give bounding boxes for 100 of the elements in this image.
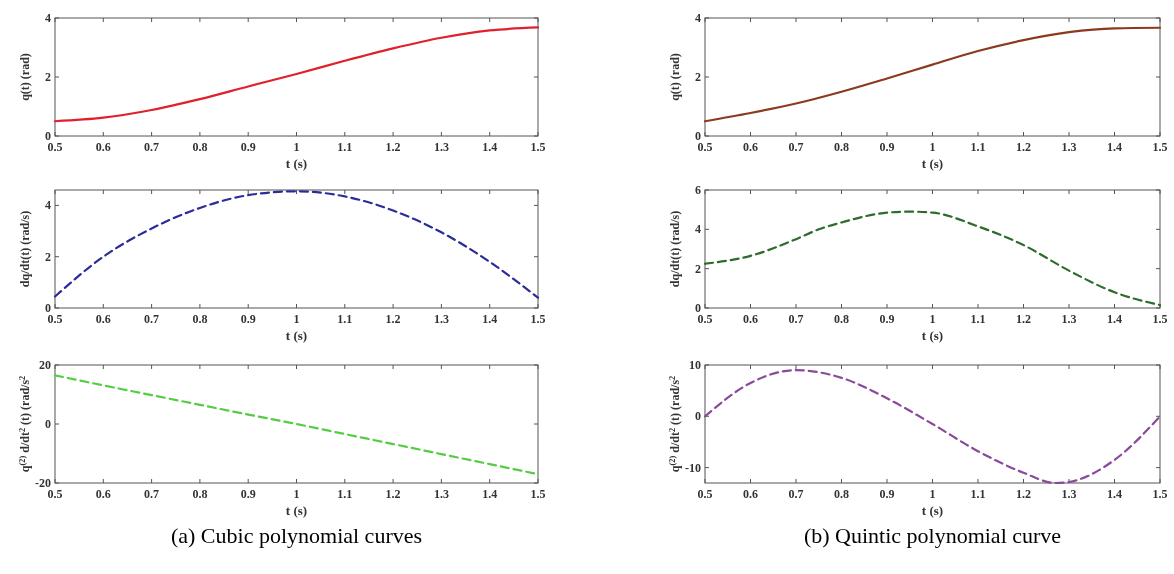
y-tick-label: 2 xyxy=(695,261,701,276)
x-tick-label: 1.3 xyxy=(433,312,449,326)
x-tick-label: 1.3 xyxy=(1061,487,1077,501)
y-axis-title: dq/dt(t) (rad/s) xyxy=(18,210,32,288)
x-tick-label: 1.4 xyxy=(482,140,498,154)
x-axis-title: t (s) xyxy=(285,156,308,171)
x-tick-label: 1 xyxy=(293,140,300,154)
y-tick-label: 2 xyxy=(45,70,51,84)
x-tick-label: 0.6 xyxy=(95,140,111,154)
x-tick-label: 1.2 xyxy=(1016,312,1031,326)
x-axis-title: t (s) xyxy=(921,503,944,518)
x-tick-label: 1.1 xyxy=(337,487,353,501)
x-tick-label: 0.6 xyxy=(95,312,111,326)
line-series xyxy=(703,26,1162,123)
x-tick-label: 0.6 xyxy=(95,487,111,501)
y-tick-label: 0 xyxy=(695,409,701,424)
x-tick-label: 0.8 xyxy=(192,487,208,501)
x-tick-label: 0.7 xyxy=(144,312,160,326)
x-tick-label: 0.9 xyxy=(240,140,256,154)
x-tick-label: 1.2 xyxy=(1016,487,1031,501)
x-tick-label: 0.9 xyxy=(240,487,256,501)
x-tick-label: 0.9 xyxy=(879,487,895,501)
y-tick-label: 4 xyxy=(695,222,701,237)
x-tick-label: 1.1 xyxy=(970,312,986,326)
y-axis-title: dq/dt(t) (rad/s) xyxy=(668,210,682,288)
y-axis-title: q(t) (rad) xyxy=(668,53,682,101)
x-tick-label: 0.8 xyxy=(192,140,208,154)
x-tick-label: 1.3 xyxy=(433,487,449,501)
line-series xyxy=(53,26,540,123)
x-tick-label: 1.5 xyxy=(530,487,546,501)
x-tick-label: 0.5 xyxy=(697,312,713,326)
x-axis-title: t (s) xyxy=(285,503,308,518)
x-tick-label: 1.4 xyxy=(1107,312,1122,326)
x-tick-label: 1.5 xyxy=(1152,140,1168,154)
x-tick-label: 0.8 xyxy=(192,312,208,326)
x-tick-label: 1.1 xyxy=(970,487,986,501)
x-tick-label: 1.3 xyxy=(433,140,449,154)
x-tick-label: 0.5 xyxy=(47,487,63,501)
x-tick-label: 1.1 xyxy=(970,140,986,154)
x-tick-label: 0.8 xyxy=(834,487,849,501)
x-tick-label: 1.4 xyxy=(482,487,498,501)
x-axis-title: t (s) xyxy=(285,328,308,343)
x-axis-title: t (s) xyxy=(921,156,944,171)
x-tick-label: 1.5 xyxy=(530,140,546,154)
x-tick-label: 0.6 xyxy=(743,487,758,501)
x-tick-label: 1 xyxy=(929,140,936,154)
text: (a) Cubic polynomial curves xyxy=(170,523,423,548)
y-tick-label: 2 xyxy=(45,249,51,264)
y-tick-label: 4 xyxy=(45,198,51,213)
x-tick-label: 1.2 xyxy=(1016,140,1031,154)
x-tick-label: 0.7 xyxy=(788,140,804,154)
x-tick-label: 1.2 xyxy=(385,140,401,154)
x-tick-label: 0.7 xyxy=(144,487,160,501)
x-tick-label: 0.7 xyxy=(788,312,804,326)
y-tick-label: -10 xyxy=(685,460,701,475)
x-tick-label: 1 xyxy=(929,312,936,326)
y-tick-label: 0 xyxy=(45,301,51,315)
y-tick-label: 0 xyxy=(695,301,701,315)
line-series xyxy=(703,369,1162,485)
y-tick-label: 4 xyxy=(695,11,701,25)
line-series xyxy=(703,210,1162,307)
x-tick-label: 1.5 xyxy=(1152,312,1168,326)
x-tick-label: 0.9 xyxy=(240,312,256,326)
text: (b) Quintic polynomial curve xyxy=(803,523,1062,548)
x-tick-label: 1.1 xyxy=(337,140,353,154)
x-tick-label: 0.8 xyxy=(834,312,849,326)
x-tick-label: 0.9 xyxy=(879,312,895,326)
x-tick-label: 1.3 xyxy=(1061,140,1077,154)
x-tick-label: 0.5 xyxy=(697,487,713,501)
x-tick-label: 0.6 xyxy=(743,140,758,154)
x-tick-label: 0.5 xyxy=(697,140,713,154)
x-tick-label: 1.5 xyxy=(1152,487,1168,501)
y-tick-label: 0 xyxy=(45,417,51,431)
y-tick-label: -20 xyxy=(35,476,51,490)
line-series xyxy=(53,190,540,299)
x-tick-label: 1.4 xyxy=(1107,487,1122,501)
x-tick-label: 1.4 xyxy=(1107,140,1122,154)
x-tick-label: 1.1 xyxy=(337,312,353,326)
x-tick-label: 1 xyxy=(929,487,936,501)
y-tick-label: 10 xyxy=(689,358,701,372)
x-tick-label: 0.5 xyxy=(47,140,63,154)
x-tick-label: 1.3 xyxy=(1061,312,1077,326)
y-tick-label: 0 xyxy=(695,129,701,143)
x-tick-label: 1.2 xyxy=(385,312,401,326)
x-tick-label: 1 xyxy=(293,487,300,501)
x-axis-title: t (s) xyxy=(921,328,944,343)
x-tick-label: 0.8 xyxy=(834,140,849,154)
x-tick-label: 1.2 xyxy=(385,487,401,501)
x-tick-label: 1.4 xyxy=(482,312,498,326)
y-tick-label: 6 xyxy=(695,183,701,197)
y-tick-label: 20 xyxy=(39,358,51,372)
y-tick-label: 4 xyxy=(45,11,51,25)
x-tick-label: 1 xyxy=(293,312,300,326)
x-tick-label: 0.7 xyxy=(788,487,804,501)
x-tick-label: 1.5 xyxy=(530,312,546,326)
y-axis-title: q(t) (rad) xyxy=(18,53,32,101)
x-tick-label: 0.6 xyxy=(743,312,758,326)
x-tick-label: 0.5 xyxy=(47,312,63,326)
y-tick-label: 2 xyxy=(695,70,701,84)
x-tick-label: 0.7 xyxy=(144,140,160,154)
